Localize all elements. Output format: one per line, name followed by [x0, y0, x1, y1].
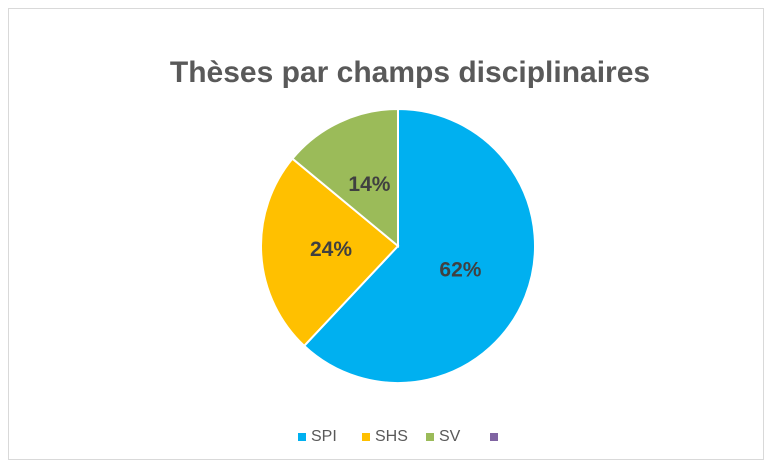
- chart-title: Thèses par champs disciplinaires: [170, 56, 650, 89]
- pie-slice: [291, 107, 399, 249]
- data-label: 62%: [439, 258, 481, 281]
- legend-label: SV: [439, 428, 461, 445]
- legend-swatch: [298, 433, 306, 441]
- legend-label: SHS: [375, 428, 408, 445]
- legend-swatch: [362, 433, 370, 441]
- legend-swatch: [490, 433, 498, 441]
- legend-label: SPI: [311, 428, 337, 445]
- data-label: 24%: [310, 238, 352, 261]
- pie-slice: [302, 107, 536, 384]
- pie-slice: [260, 157, 400, 348]
- data-label: 14%: [348, 173, 390, 196]
- legend-swatch: [426, 433, 434, 441]
